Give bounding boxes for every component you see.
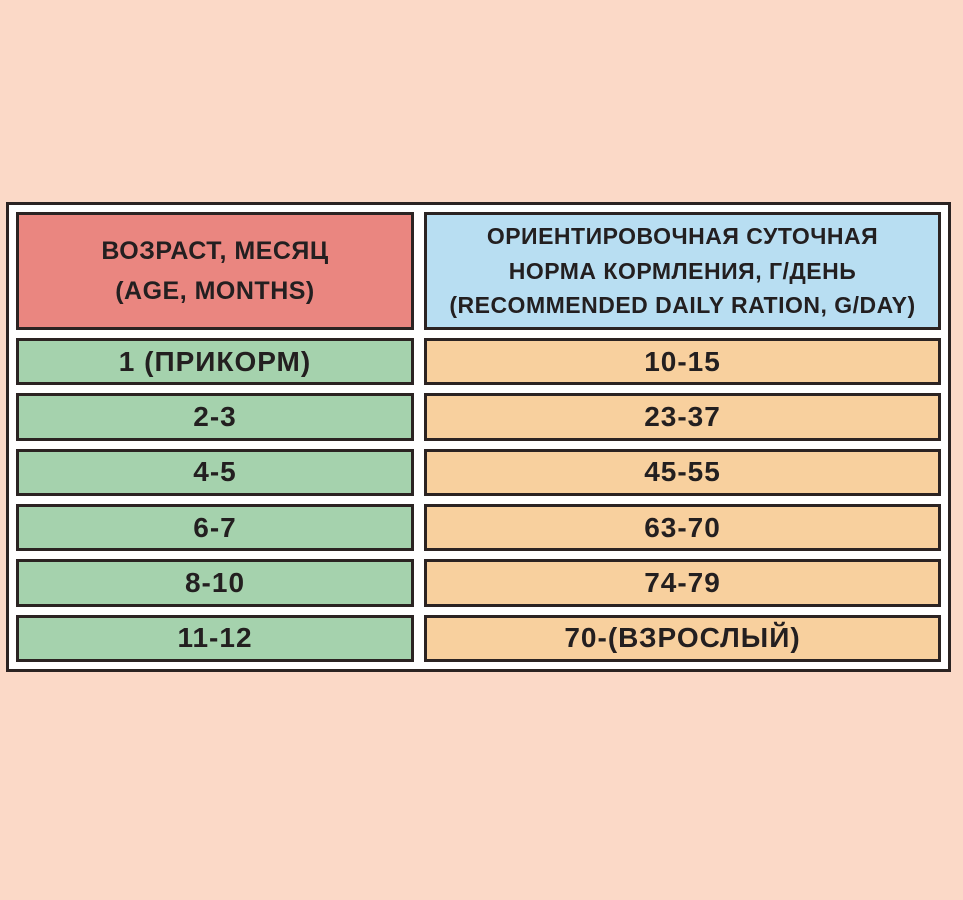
ration-cell: 63-70 — [424, 503, 941, 552]
table-grid: ВОЗРАСТ, МЕСЯЦ (AGE, MONTHS) ОРИЕНТИРОВО… — [16, 212, 941, 662]
ration-column-header: ОРИЕНТИРОВОЧНАЯ СУТОЧНАЯ НОРМА КОРМЛЕНИЯ… — [424, 212, 941, 330]
feeding-ration-table: ВОЗРАСТ, МЕСЯЦ (AGE, MONTHS) ОРИЕНТИРОВО… — [6, 202, 951, 672]
ration-header-line-2: НОРМА КОРМЛЕНИЯ, Г/ДЕНЬ — [508, 257, 857, 284]
age-cell: 6-7 — [16, 503, 414, 552]
age-cell: 8-10 — [16, 559, 414, 607]
ration-cell: 23-37 — [424, 393, 941, 441]
ration-cell: 10-15 — [424, 338, 941, 386]
ration-header-line-1: ОРИЕНТИРОВОЧНАЯ СУТОЧНАЯ — [486, 223, 879, 250]
ration-cell: 74-79 — [424, 559, 941, 607]
age-column-header: ВОЗРАСТ, МЕСЯЦ (AGE, MONTHS) — [16, 212, 414, 330]
age-cell: 4-5 — [16, 448, 414, 496]
age-header-line-1: ВОЗРАСТ, МЕСЯЦ — [101, 237, 329, 265]
ration-cell: 70-(ВЗРОСЛЫЙ) — [424, 614, 941, 662]
age-cell: 2-3 — [16, 393, 414, 441]
age-header-line-2: (AGE, MONTHS) — [115, 277, 315, 305]
ration-header-line-3: (RECOMMENDED DAILY RATION, G/DAY) — [449, 292, 916, 319]
age-cell: 1 (ПРИКОРМ) — [16, 338, 414, 386]
age-cell: 11-12 — [16, 614, 414, 662]
ration-cell: 45-55 — [424, 448, 941, 496]
